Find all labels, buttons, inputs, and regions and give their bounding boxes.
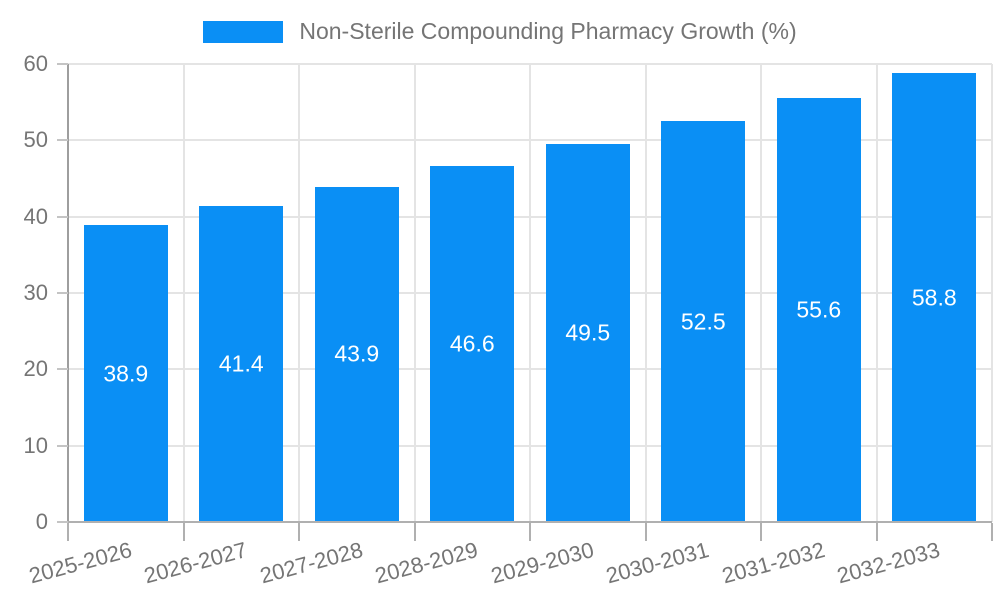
bar-value-label: 43.9 — [334, 340, 380, 367]
x-tick-6 — [760, 523, 762, 541]
gridline-x-7 — [875, 64, 878, 522]
bar-2029-2030[interactable]: 49.5 — [545, 144, 630, 522]
bar-2026-2027[interactable]: 41.4 — [199, 205, 284, 522]
bar-value-label: 46.6 — [449, 330, 495, 357]
y-axis-label-20: 20 — [23, 356, 48, 382]
gridline-x-1 — [182, 64, 185, 522]
chart-legend[interactable]: Non-Sterile Compounding Pharmacy Growth … — [0, 18, 1000, 45]
y-tick-10 — [57, 444, 68, 447]
bar-value-label: 38.9 — [103, 360, 149, 387]
y-axis-label-30: 30 — [23, 280, 48, 305]
plot-area: 38.9 41.4 43.9 46.6 49.5 52.5 55.6 58.8 — [68, 63, 993, 522]
x-tick-2 — [298, 523, 300, 541]
bar-value-label: 52.5 — [680, 308, 726, 335]
x-tick-5 — [644, 523, 647, 541]
bar-value-label: 58.8 — [911, 284, 957, 311]
gridline-x-4 — [529, 64, 531, 522]
bar-value-label: 49.5 — [565, 319, 611, 346]
legend-swatch-icon — [203, 20, 284, 43]
y-tick-50 — [57, 139, 68, 142]
y-axis-line — [67, 64, 69, 522]
y-axis-label-10: 10 — [23, 432, 48, 458]
legend-label: Non-Sterile Compounding Pharmacy Growth … — [299, 18, 797, 44]
bar-2028-2029[interactable]: 46.6 — [430, 166, 515, 522]
bar-2031-2032[interactable]: 55.6 — [776, 97, 861, 522]
x-tick-3 — [413, 523, 416, 541]
x-tick-1 — [182, 523, 185, 541]
x-tick-7 — [875, 523, 878, 541]
bar-value-label: 41.4 — [218, 350, 264, 377]
y-axis-label-60: 60 — [23, 51, 48, 76]
bar-2025-2026[interactable]: 38.9 — [83, 225, 168, 522]
bar-value-label: 55.6 — [796, 296, 842, 323]
x-tick-4 — [529, 523, 531, 541]
y-axis-label-40: 40 — [23, 203, 48, 229]
y-tick-60 — [57, 63, 68, 65]
gridline-x-8 — [991, 64, 993, 522]
gridline-x-3 — [413, 64, 416, 522]
y-tick-40 — [57, 215, 68, 218]
gridline-x-5 — [644, 64, 647, 522]
bar-2030-2031[interactable]: 52.5 — [661, 121, 746, 522]
x-tick-0 — [67, 523, 69, 541]
y-axis-label-0: 0 — [35, 509, 48, 534]
y-tick-20 — [57, 368, 68, 371]
x-axis-line — [68, 521, 992, 523]
x-tick-8 — [991, 523, 993, 541]
bar-2027-2028[interactable]: 43.9 — [314, 186, 399, 522]
gridline-x-2 — [298, 64, 300, 522]
bar-2032-2033[interactable]: 58.8 — [892, 73, 977, 522]
y-tick-0 — [57, 521, 68, 523]
y-tick-30 — [57, 292, 68, 294]
gridline-x-6 — [760, 64, 762, 522]
y-axis-label-50: 50 — [23, 127, 48, 153]
